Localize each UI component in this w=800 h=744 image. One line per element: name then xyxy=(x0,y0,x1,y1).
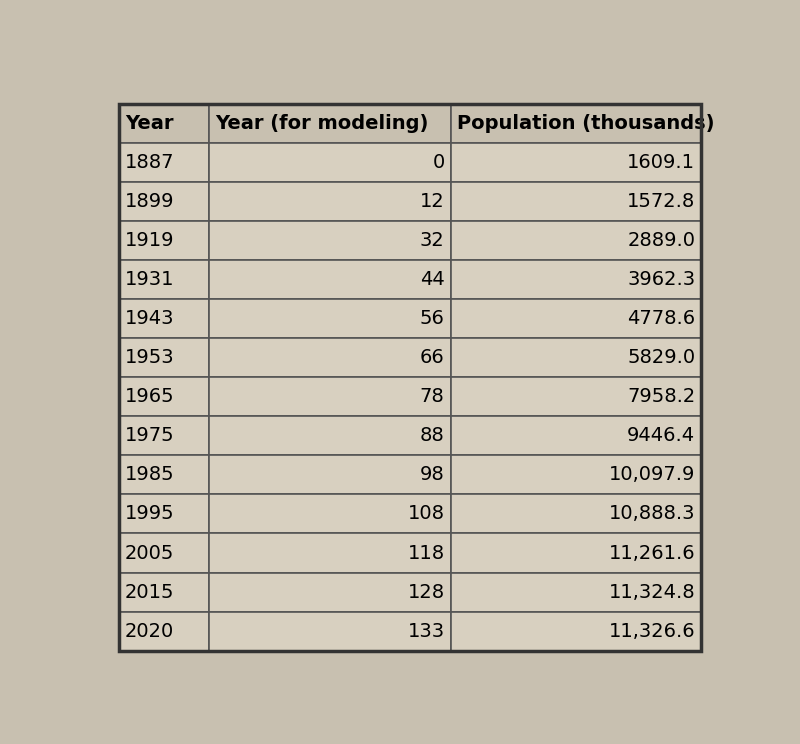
Bar xyxy=(450,260,702,299)
Text: 56: 56 xyxy=(420,309,445,328)
Bar xyxy=(209,377,450,416)
Bar xyxy=(450,573,702,612)
Text: 1899: 1899 xyxy=(125,192,174,211)
Text: 128: 128 xyxy=(407,583,445,602)
Text: 3962.3: 3962.3 xyxy=(627,270,695,289)
Text: 2005: 2005 xyxy=(125,544,174,562)
Bar xyxy=(118,495,209,533)
Bar xyxy=(209,338,450,377)
Bar xyxy=(209,143,450,182)
Bar xyxy=(118,260,209,299)
Text: 1953: 1953 xyxy=(125,348,174,367)
Text: 10,888.3: 10,888.3 xyxy=(609,504,695,524)
Bar xyxy=(209,103,450,143)
Text: 78: 78 xyxy=(420,387,445,406)
Bar xyxy=(450,612,702,651)
Text: 2020: 2020 xyxy=(125,622,174,641)
Bar xyxy=(118,182,209,221)
Bar xyxy=(450,143,702,182)
Text: 5829.0: 5829.0 xyxy=(627,348,695,367)
Bar xyxy=(209,573,450,612)
Text: 0: 0 xyxy=(432,153,445,172)
Text: 44: 44 xyxy=(420,270,445,289)
Text: Year (for modeling): Year (for modeling) xyxy=(215,114,429,132)
Bar xyxy=(450,182,702,221)
Bar xyxy=(118,416,209,455)
Bar xyxy=(118,338,209,377)
Text: 11,261.6: 11,261.6 xyxy=(609,544,695,562)
Text: 1572.8: 1572.8 xyxy=(627,192,695,211)
Bar xyxy=(209,221,450,260)
Bar xyxy=(209,182,450,221)
Text: 7958.2: 7958.2 xyxy=(627,387,695,406)
Text: 2015: 2015 xyxy=(125,583,174,602)
Bar xyxy=(209,260,450,299)
Bar xyxy=(118,143,209,182)
Text: 1887: 1887 xyxy=(125,153,174,172)
Bar xyxy=(118,533,209,573)
Bar xyxy=(118,573,209,612)
Text: 11,324.8: 11,324.8 xyxy=(609,583,695,602)
Text: 32: 32 xyxy=(420,231,445,250)
Text: 1995: 1995 xyxy=(125,504,174,524)
Bar xyxy=(450,299,702,338)
Text: 9446.4: 9446.4 xyxy=(627,426,695,445)
Bar xyxy=(450,455,702,495)
Text: Year: Year xyxy=(125,114,174,132)
Bar xyxy=(450,495,702,533)
Bar xyxy=(209,455,450,495)
Text: 4778.6: 4778.6 xyxy=(627,309,695,328)
Bar xyxy=(209,495,450,533)
Text: 1919: 1919 xyxy=(125,231,174,250)
Bar xyxy=(450,533,702,573)
Bar xyxy=(450,103,702,143)
Text: Population (thousands): Population (thousands) xyxy=(457,114,714,132)
Text: 1931: 1931 xyxy=(125,270,174,289)
Bar xyxy=(450,338,702,377)
Text: 1965: 1965 xyxy=(125,387,174,406)
Bar xyxy=(450,221,702,260)
Text: 11,326.6: 11,326.6 xyxy=(609,622,695,641)
Bar xyxy=(118,377,209,416)
Bar xyxy=(118,299,209,338)
Text: 98: 98 xyxy=(420,465,445,484)
Text: 108: 108 xyxy=(407,504,445,524)
Text: 10,097.9: 10,097.9 xyxy=(609,465,695,484)
Bar xyxy=(118,612,209,651)
Text: 1609.1: 1609.1 xyxy=(627,153,695,172)
Text: 2889.0: 2889.0 xyxy=(627,231,695,250)
Bar xyxy=(209,416,450,455)
Text: 118: 118 xyxy=(407,544,445,562)
Text: 12: 12 xyxy=(420,192,445,211)
Bar xyxy=(450,416,702,455)
Bar xyxy=(209,612,450,651)
Bar xyxy=(209,533,450,573)
Text: 1943: 1943 xyxy=(125,309,174,328)
Text: 1985: 1985 xyxy=(125,465,174,484)
Bar xyxy=(118,221,209,260)
Text: 1975: 1975 xyxy=(125,426,174,445)
Bar xyxy=(118,103,209,143)
Text: 88: 88 xyxy=(420,426,445,445)
Text: 66: 66 xyxy=(420,348,445,367)
Bar xyxy=(209,299,450,338)
Text: 133: 133 xyxy=(407,622,445,641)
Bar xyxy=(118,455,209,495)
Bar xyxy=(450,377,702,416)
